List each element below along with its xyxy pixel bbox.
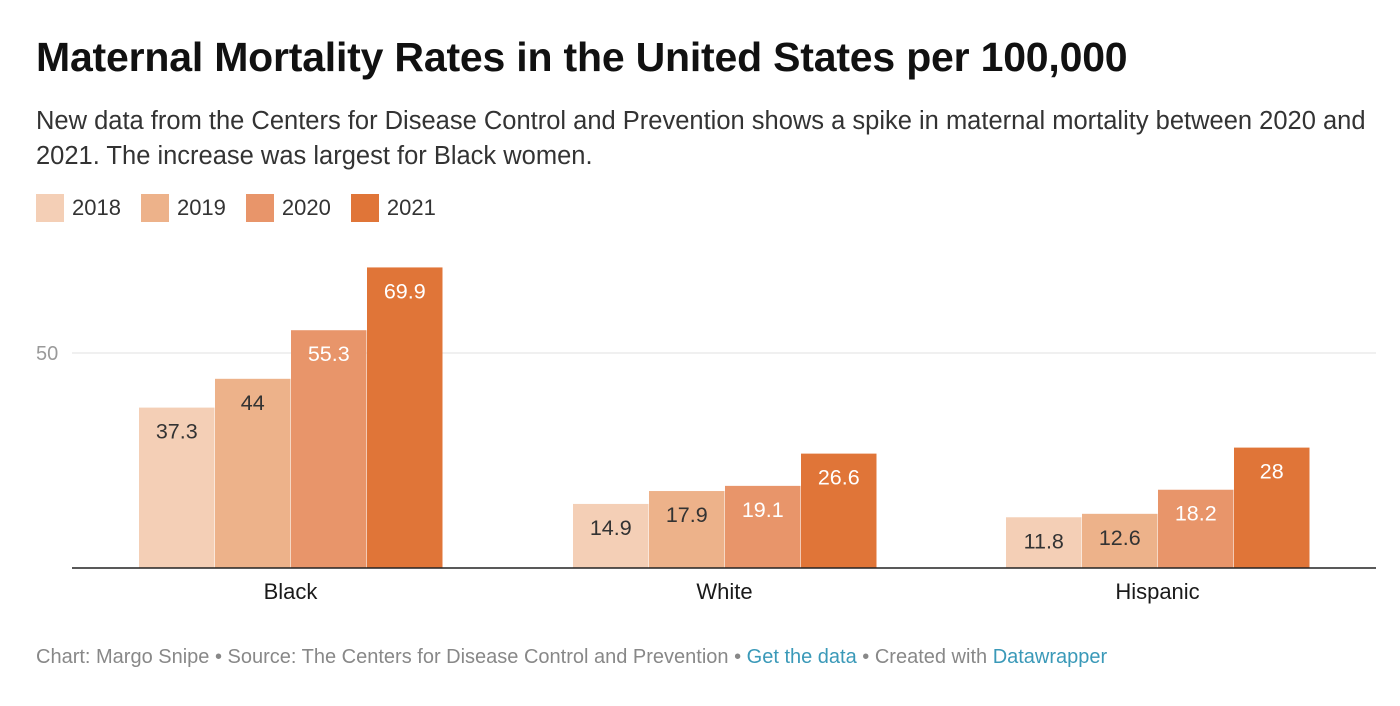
value-label-white-2018: 14.9 <box>590 516 632 540</box>
legend-item-2021: 2021 <box>350 194 436 222</box>
value-label-white-2020: 19.1 <box>742 498 784 522</box>
bar-hispanic-2021 <box>1234 447 1310 568</box>
legend-item-2020: 2020 <box>245 194 331 222</box>
bar-black-2019 <box>215 378 291 568</box>
bar-white-2021 <box>801 453 877 568</box>
legend-label-2020: 2020 <box>281 195 331 220</box>
value-label-black-2020: 55.3 <box>308 342 350 366</box>
bar-white-2018 <box>573 503 649 568</box>
legend-swatch-2020 <box>245 194 274 222</box>
footer-credit: Chart: Margo Snipe • Source: The Centers… <box>36 646 747 668</box>
legend-label-2018: 2018 <box>72 195 121 220</box>
bar-hispanic-2020 <box>1158 489 1234 568</box>
value-label-hispanic-2019: 12.6 <box>1099 526 1141 550</box>
legend-item-2018: 2018 <box>36 194 121 222</box>
value-label-white-2019: 17.9 <box>666 503 708 527</box>
footer-separator: • Created with <box>856 646 993 668</box>
legend-swatch-2019 <box>140 194 169 222</box>
legend-item-2019: 2019 <box>140 194 226 222</box>
value-label-hispanic-2018: 11.8 <box>1024 529 1064 553</box>
value-label-black-2021: 69.9 <box>384 279 426 303</box>
chart-footer: Chart: Margo Snipe • Source: The Centers… <box>36 646 1107 669</box>
bar-hispanic-2018 <box>1006 517 1082 568</box>
legend-label-2021: 2021 <box>386 195 436 220</box>
value-label-white-2021: 26.6 <box>818 466 860 490</box>
y-tick-label-50: 50 <box>36 343 58 365</box>
legend-swatch-2021 <box>350 194 379 222</box>
legend-label-2019: 2019 <box>176 195 226 220</box>
category-label-hispanic: Hispanic <box>1115 579 1199 604</box>
bar-black-2020 <box>291 330 367 568</box>
chart-title: Maternal Mortality Rates in the United S… <box>36 34 1128 80</box>
datawrapper-link[interactable]: Datawrapper <box>992 646 1108 668</box>
get-the-data-link[interactable]: Get the data <box>746 646 857 668</box>
bar-hispanic-2019 <box>1082 513 1158 568</box>
bar-black-2021 <box>367 267 443 568</box>
value-label-hispanic-2021: 28 <box>1260 460 1284 484</box>
value-label-black-2019: 44 <box>241 391 265 415</box>
category-label-black: Black <box>264 579 319 604</box>
value-label-hispanic-2020: 18.2 <box>1175 502 1217 526</box>
bar-black-2018 <box>139 407 215 568</box>
bar-white-2019 <box>649 491 725 568</box>
legend-swatch-2018 <box>36 194 64 222</box>
value-label-black-2018: 37.3 <box>156 420 198 444</box>
category-label-white: White <box>696 579 752 604</box>
chart-subtitle: New data from the Centers for Disease Co… <box>36 107 1366 170</box>
bar-white-2020 <box>725 485 801 568</box>
legend: 2018 2019 2020 2021 <box>36 194 456 222</box>
